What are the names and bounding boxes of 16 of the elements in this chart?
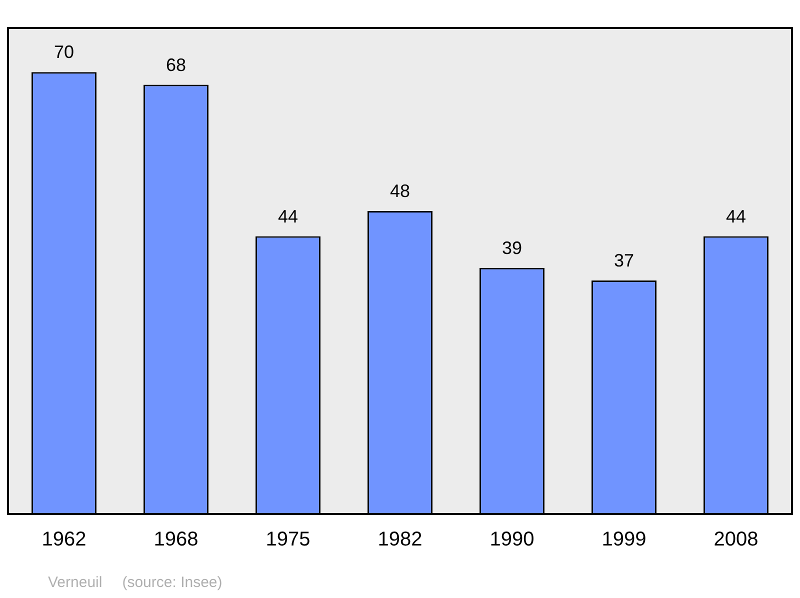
x-tick-label: 1968 <box>154 528 198 551</box>
text: Verneuil <box>48 574 102 591</box>
data-label: 44 <box>726 206 746 226</box>
x-tick-label: 1990 <box>490 528 534 551</box>
text: (source: Insee) <box>122 574 222 591</box>
x-tick-label: 1999 <box>602 528 646 551</box>
x-tick-label: 1975 <box>266 528 310 551</box>
data-label: 44 <box>278 206 298 226</box>
data-label: 70 <box>54 42 74 62</box>
data-label: 37 <box>614 250 634 270</box>
data-label: 68 <box>166 54 186 75</box>
x-tick-label: 1982 <box>378 528 422 551</box>
data-label: 39 <box>502 238 522 258</box>
x-tick-label: 2008 <box>714 528 758 551</box>
x-tick-label: 1962 <box>42 528 86 551</box>
data-label: 48 <box>390 181 410 202</box>
